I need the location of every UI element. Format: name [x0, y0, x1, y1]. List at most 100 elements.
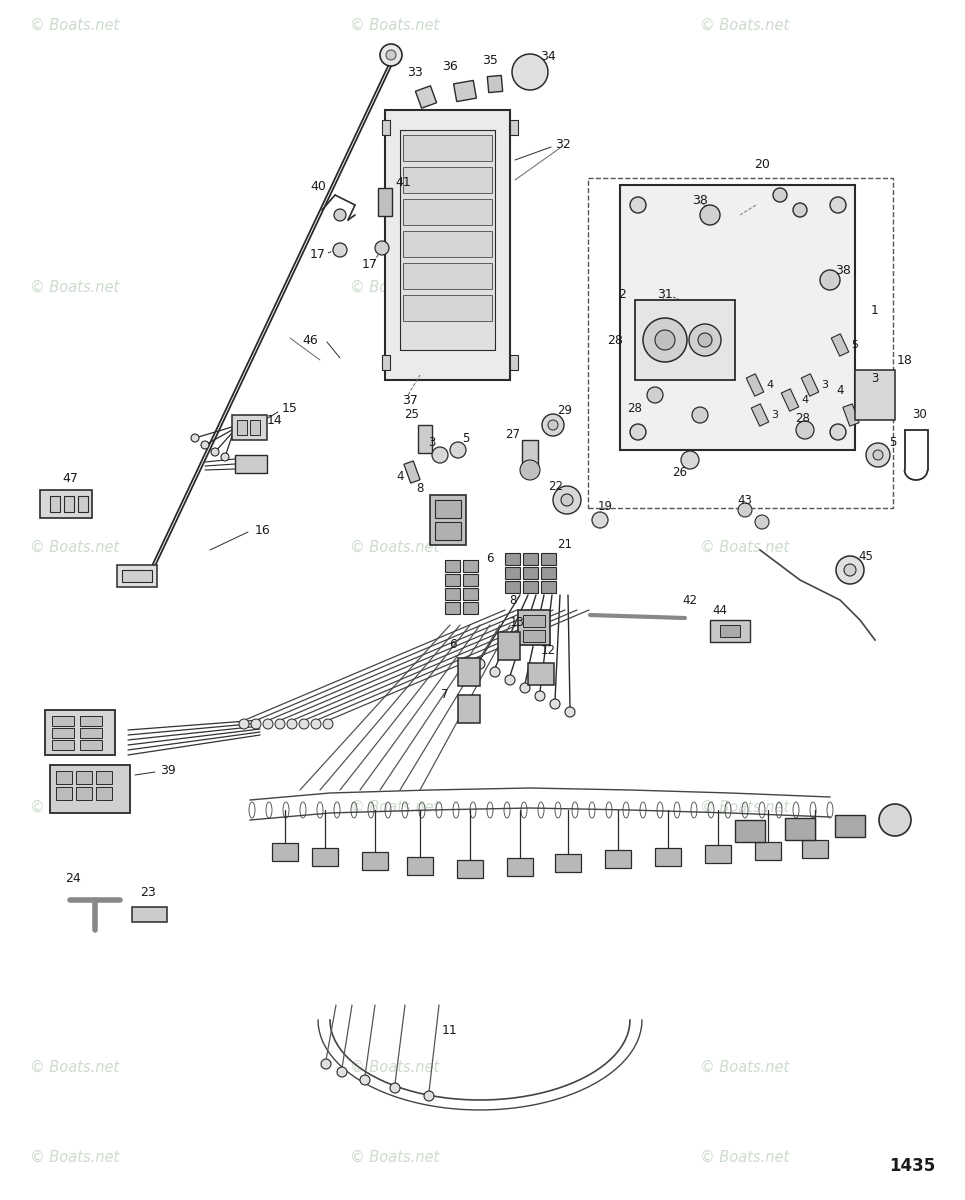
Bar [232, 415, 267, 440]
Bar [52, 740, 74, 750]
Circle shape [689, 324, 721, 356]
Text: 15: 15 [282, 402, 298, 414]
Circle shape [647, 386, 663, 403]
Circle shape [592, 512, 608, 528]
Bar [80, 716, 102, 726]
Text: © Boats.net: © Boats.net [30, 1150, 120, 1165]
Text: 33: 33 [407, 66, 423, 79]
Bar [50, 496, 60, 512]
Bar [435, 500, 461, 518]
Circle shape [565, 707, 575, 716]
Circle shape [722, 302, 734, 314]
Circle shape [211, 448, 219, 456]
Text: 1: 1 [871, 304, 879, 317]
Text: 21: 21 [558, 539, 572, 552]
Bar [403, 134, 492, 161]
Text: 45: 45 [859, 551, 873, 564]
Bar [555, 854, 581, 872]
Bar [56, 787, 72, 800]
Bar [237, 420, 247, 434]
Bar [403, 167, 492, 193]
Bar [855, 370, 895, 420]
Bar [382, 355, 390, 370]
Text: © Boats.net: © Boats.net [700, 18, 789, 32]
Bar [80, 740, 102, 750]
Circle shape [512, 54, 548, 90]
Text: 38: 38 [692, 193, 708, 206]
Text: 38: 38 [835, 264, 851, 276]
Bar [498, 632, 520, 660]
Bar [52, 728, 74, 738]
Text: 28: 28 [607, 334, 623, 347]
Circle shape [542, 414, 564, 436]
Circle shape [773, 188, 787, 202]
Circle shape [866, 443, 890, 467]
Circle shape [380, 200, 390, 210]
Circle shape [535, 691, 545, 701]
Circle shape [323, 719, 333, 728]
Bar [445, 588, 460, 600]
Circle shape [796, 421, 814, 439]
Bar [735, 820, 765, 842]
Text: 11: 11 [442, 1024, 457, 1037]
Bar [403, 263, 492, 289]
Bar [510, 355, 518, 370]
Text: © Boats.net: © Boats.net [30, 280, 120, 295]
Bar [362, 852, 388, 870]
Text: 19: 19 [597, 500, 613, 514]
Bar [751, 404, 769, 426]
Bar [400, 130, 495, 350]
Text: 20: 20 [754, 158, 770, 172]
Bar [505, 553, 520, 565]
Text: © Boats.net: © Boats.net [700, 1060, 789, 1075]
Text: 12: 12 [540, 643, 556, 656]
Bar [463, 602, 478, 614]
Circle shape [490, 667, 500, 677]
Bar [510, 120, 518, 134]
Bar [523, 614, 545, 626]
Bar [523, 553, 538, 565]
Bar [528, 662, 554, 685]
Circle shape [432, 446, 448, 463]
Bar [801, 374, 818, 396]
Bar [378, 188, 392, 216]
Circle shape [386, 50, 396, 60]
Bar [785, 818, 815, 840]
Text: © Boats.net: © Boats.net [350, 18, 439, 32]
Text: 47: 47 [62, 472, 78, 485]
Bar [96, 787, 112, 800]
Text: © Boats.net: © Boats.net [700, 280, 789, 295]
Bar [403, 230, 492, 257]
Text: 3: 3 [771, 410, 779, 420]
Circle shape [337, 1067, 347, 1078]
Circle shape [251, 719, 261, 728]
Text: 39: 39 [160, 763, 176, 776]
Bar [445, 574, 460, 586]
Circle shape [655, 330, 675, 350]
Bar [487, 76, 503, 92]
Text: 18: 18 [897, 354, 913, 366]
Circle shape [475, 659, 485, 670]
Circle shape [263, 719, 273, 728]
Circle shape [844, 564, 856, 576]
Circle shape [879, 804, 911, 836]
Circle shape [642, 366, 654, 378]
Bar [605, 850, 631, 868]
Bar [635, 300, 735, 380]
Bar [680, 305, 700, 317]
Circle shape [221, 452, 229, 461]
Text: 1435: 1435 [889, 1157, 935, 1175]
Bar [418, 425, 432, 452]
Text: © Boats.net: © Boats.net [30, 800, 120, 815]
Bar [463, 574, 478, 586]
Bar [457, 860, 483, 878]
Text: 3: 3 [821, 380, 829, 390]
Text: 16: 16 [255, 523, 271, 536]
Circle shape [630, 197, 646, 214]
Bar [435, 522, 461, 540]
Text: 4: 4 [802, 395, 809, 404]
Text: 4: 4 [397, 470, 403, 484]
Bar [76, 770, 92, 784]
Circle shape [830, 424, 846, 440]
Bar [56, 770, 72, 784]
